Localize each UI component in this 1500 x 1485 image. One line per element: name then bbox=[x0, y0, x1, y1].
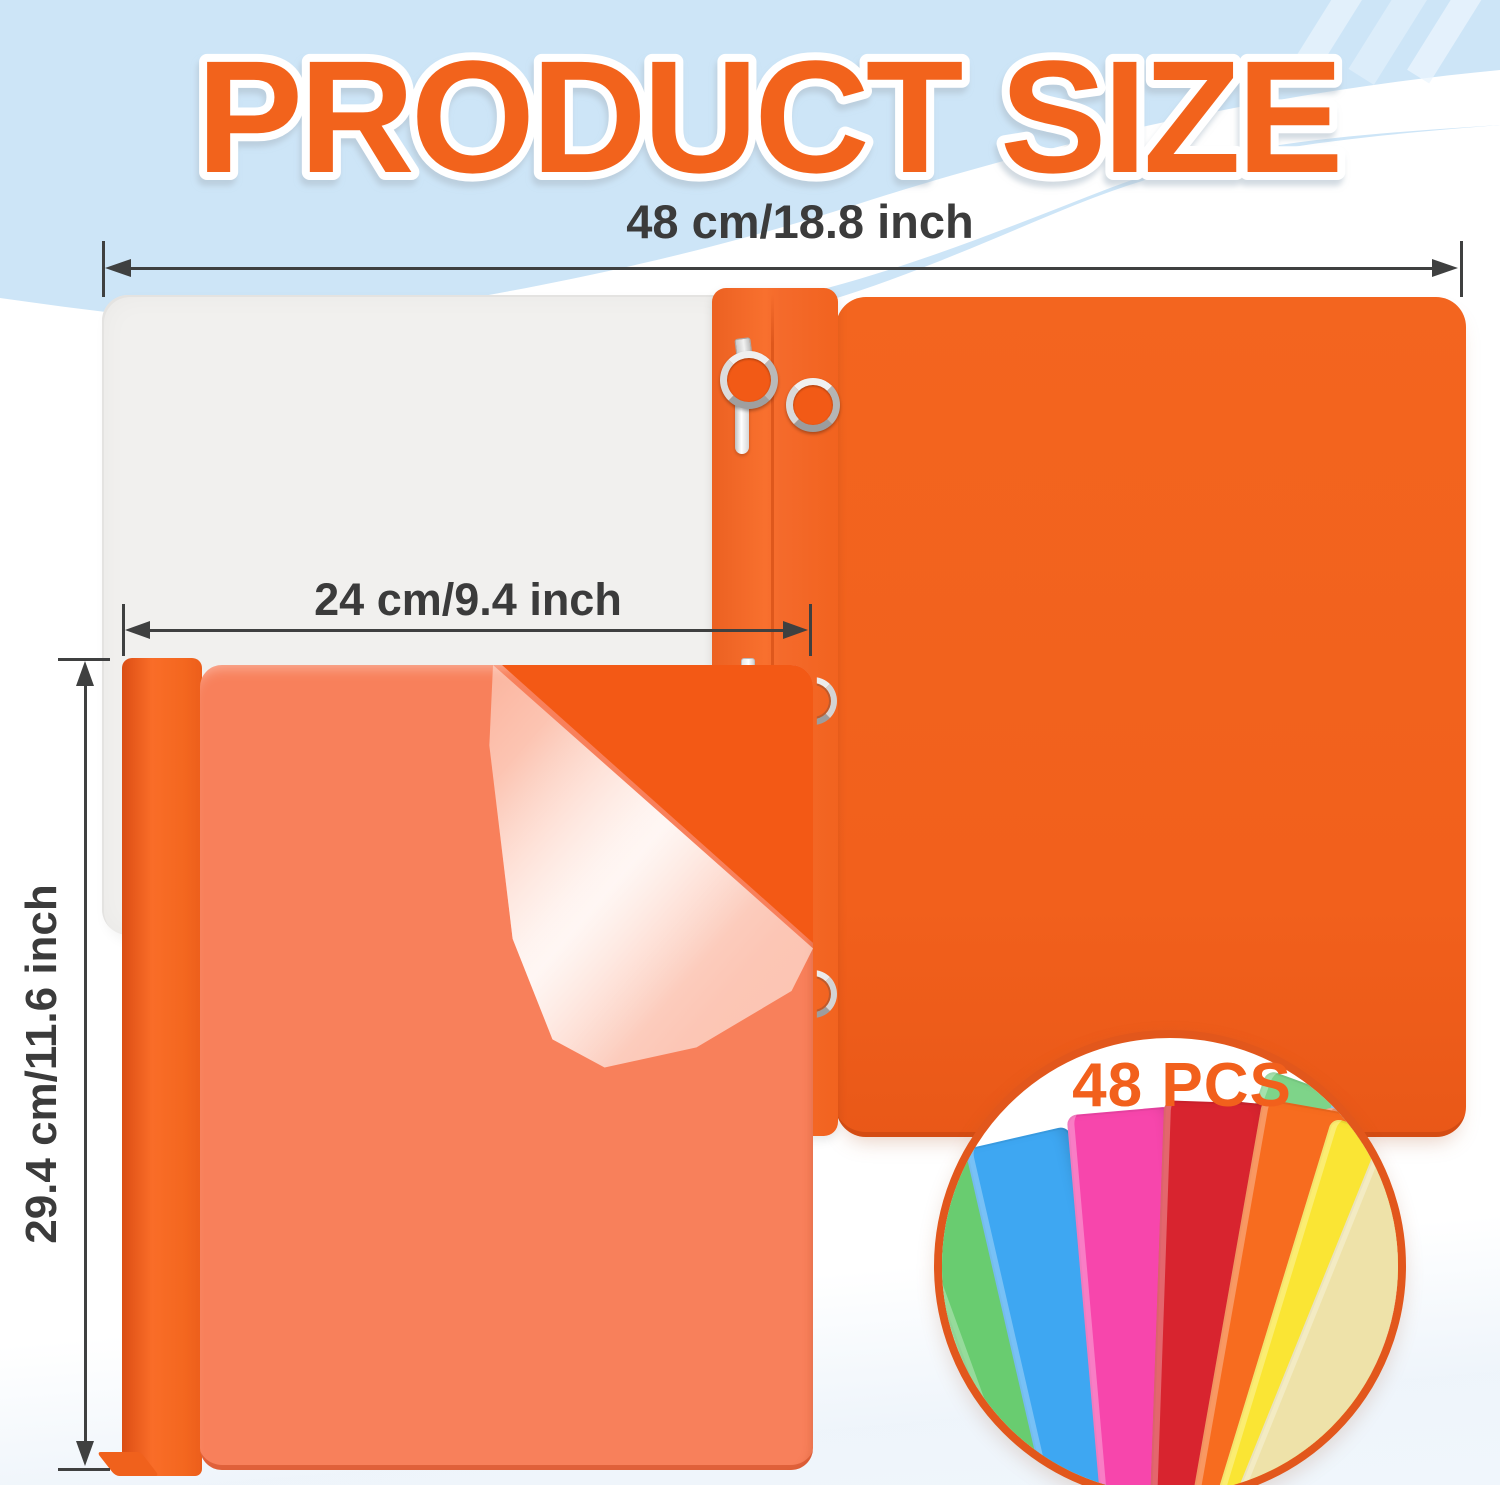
piece-count-badge: 48 PCS bbox=[934, 1030, 1406, 1485]
open-folder-right-page bbox=[836, 297, 1466, 1137]
piece-count-label: 48 PCS bbox=[1072, 1051, 1292, 1120]
front-width-label: 24 cm/9.4 inch bbox=[314, 574, 622, 625]
front-height-arrow bbox=[84, 680, 87, 1446]
arrowhead-up-icon bbox=[76, 661, 94, 686]
arrowhead-left-icon bbox=[125, 621, 150, 639]
dim-tick bbox=[58, 658, 110, 661]
arrowhead-right-icon bbox=[1432, 259, 1458, 277]
arrowhead-right-icon bbox=[783, 621, 808, 639]
header-wave-background bbox=[0, 0, 1500, 343]
dim-tick bbox=[1460, 241, 1463, 297]
prong-strip-icon bbox=[735, 396, 749, 454]
front-width-arrow bbox=[138, 629, 798, 632]
header-corner-stripes-icon bbox=[1290, 0, 1495, 85]
front-folder-spine-bar bbox=[122, 658, 202, 1476]
arrowhead-left-icon bbox=[105, 259, 131, 277]
page-title-graphic: PRODUCT SIZE bbox=[188, 19, 1351, 214]
header-white-swoosh bbox=[170, 70, 1500, 343]
prong-grommet-icon bbox=[720, 351, 778, 409]
arrowhead-down-icon bbox=[76, 1441, 94, 1466]
front-height-label: 29.4 cm/11.6 inch bbox=[17, 884, 66, 1244]
page-title: PRODUCT SIZE bbox=[196, 27, 1339, 206]
dim-tick bbox=[809, 604, 812, 656]
dim-tick bbox=[102, 241, 105, 297]
front-folder-clear-cover bbox=[200, 665, 813, 1470]
overall-width-arrow bbox=[118, 267, 1448, 270]
header-blue-wave bbox=[0, 0, 1500, 341]
grommet-icon bbox=[786, 378, 840, 432]
dim-tick bbox=[122, 604, 125, 656]
overall-width-label: 48 cm/18.8 inch bbox=[626, 195, 974, 248]
dim-tick bbox=[58, 1468, 110, 1471]
